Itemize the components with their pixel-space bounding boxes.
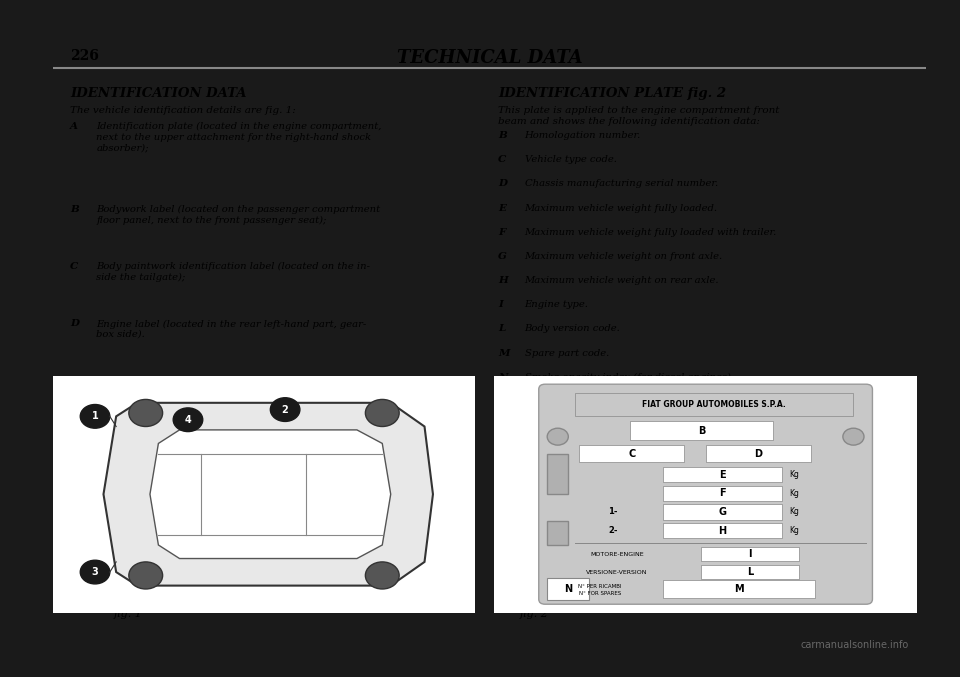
Text: TECHNICAL DATA: TECHNICAL DATA — [396, 49, 583, 67]
Text: Kg: Kg — [789, 470, 800, 479]
Text: C: C — [628, 449, 636, 458]
Text: Body paintwork identification label (located on the in-
side the tailgate);: Body paintwork identification label (loc… — [96, 262, 371, 282]
Polygon shape — [104, 403, 433, 586]
Text: B: B — [498, 131, 507, 140]
Text: IDENTIFICATION DATA: IDENTIFICATION DATA — [70, 87, 247, 100]
Text: Vehicle type code.: Vehicle type code. — [524, 155, 616, 165]
Text: C: C — [498, 155, 507, 165]
Text: 1: 1 — [91, 412, 99, 421]
Text: Body version code.: Body version code. — [524, 324, 620, 334]
Text: Identification plate (located in the engine compartment,
next to the upper attac: Identification plate (located in the eng… — [96, 122, 382, 152]
Polygon shape — [150, 430, 391, 559]
Text: Kg: Kg — [789, 489, 800, 498]
Text: This plate is applied to the engine compartment front
beam and shows the followi: This plate is applied to the engine comp… — [498, 106, 780, 126]
Text: 226: 226 — [70, 49, 99, 63]
Bar — [579, 445, 684, 462]
Circle shape — [843, 429, 864, 445]
Text: VERSIONE-VERSION: VERSIONE-VERSION — [587, 569, 648, 575]
Text: G: G — [498, 252, 507, 261]
Text: Maximum vehicle weight fully loaded.: Maximum vehicle weight fully loaded. — [524, 204, 717, 213]
Bar — [663, 580, 815, 598]
Text: Kg: Kg — [789, 507, 800, 517]
Circle shape — [81, 405, 109, 429]
Bar — [663, 504, 781, 520]
Text: Smoke opacity index (for diesel engines).: Smoke opacity index (for diesel engines)… — [524, 373, 733, 382]
Text: 2: 2 — [281, 405, 289, 414]
Text: B: B — [698, 426, 705, 436]
Text: Bodywork label (located on the passenger compartment
floor panel, next to the fr: Bodywork label (located on the passenger… — [96, 205, 380, 225]
Circle shape — [129, 562, 162, 589]
Text: Kg: Kg — [789, 526, 800, 536]
FancyBboxPatch shape — [49, 372, 479, 616]
Text: The vehicle identification details are fig. 1:: The vehicle identification details are f… — [70, 106, 296, 115]
Text: F: F — [498, 227, 506, 237]
Bar — [547, 521, 568, 545]
Text: N° FOR SPARES: N° FOR SPARES — [579, 591, 621, 596]
Bar — [663, 467, 781, 482]
Circle shape — [547, 429, 568, 445]
Text: M: M — [498, 349, 510, 357]
Text: L: L — [747, 567, 753, 577]
Text: I: I — [498, 301, 503, 309]
Text: N° PER RICAMBI: N° PER RICAMBI — [578, 584, 622, 589]
Text: L: L — [498, 324, 506, 334]
Bar — [663, 523, 781, 538]
Text: Homologation number.: Homologation number. — [524, 131, 640, 140]
Circle shape — [173, 408, 203, 432]
Text: D: D — [70, 320, 80, 328]
FancyBboxPatch shape — [539, 385, 873, 604]
Text: 1-: 1- — [608, 507, 617, 517]
Text: H: H — [498, 276, 508, 285]
Text: Engine label (located in the rear left-hand part, gear-
box side).: Engine label (located in the rear left-h… — [96, 320, 367, 339]
Text: D: D — [498, 179, 507, 188]
Circle shape — [366, 399, 399, 427]
Text: H: H — [718, 526, 727, 536]
Text: C: C — [70, 262, 79, 271]
Text: B: B — [70, 205, 79, 214]
Circle shape — [271, 398, 300, 421]
Text: Maximum vehicle weight on front axle.: Maximum vehicle weight on front axle. — [524, 252, 723, 261]
Text: carmanualsonline.info: carmanualsonline.info — [801, 640, 909, 651]
Text: A: A — [70, 122, 79, 131]
Text: Maximum vehicle weight fully loaded with trailer.: Maximum vehicle weight fully loaded with… — [524, 227, 777, 237]
Text: fig. 1: fig. 1 — [114, 609, 143, 619]
Text: M: M — [734, 584, 744, 594]
Bar — [663, 486, 781, 501]
Text: E: E — [719, 470, 726, 479]
Text: N: N — [498, 373, 508, 382]
Text: IDENTIFICATION PLATE fig. 2: IDENTIFICATION PLATE fig. 2 — [498, 87, 727, 100]
Text: Engine type.: Engine type. — [524, 301, 588, 309]
Text: MOTORE-ENGINE: MOTORE-ENGINE — [590, 552, 644, 557]
Circle shape — [129, 399, 162, 427]
Text: 2-: 2- — [608, 526, 617, 536]
Circle shape — [366, 562, 399, 589]
Bar — [706, 445, 811, 462]
Text: D: D — [755, 449, 762, 458]
Text: 4: 4 — [184, 415, 191, 424]
Text: G: G — [718, 507, 727, 517]
Text: E: E — [498, 204, 506, 213]
Bar — [702, 565, 799, 579]
Circle shape — [81, 561, 109, 584]
Text: FIAT GROUP AUTOMOBILES S.P.A.: FIAT GROUP AUTOMOBILES S.P.A. — [642, 400, 786, 409]
Text: F: F — [719, 488, 726, 498]
FancyBboxPatch shape — [547, 578, 589, 600]
Text: fig. 2: fig. 2 — [520, 609, 549, 619]
Bar — [575, 393, 853, 416]
FancyBboxPatch shape — [486, 369, 925, 619]
Bar — [547, 454, 568, 494]
Text: Maximum vehicle weight on rear axle.: Maximum vehicle weight on rear axle. — [524, 276, 719, 285]
Text: Spare part code.: Spare part code. — [524, 349, 609, 357]
Bar — [630, 421, 773, 440]
Text: 3: 3 — [91, 567, 99, 577]
Text: I: I — [748, 549, 752, 559]
Bar — [702, 547, 799, 561]
Text: Chassis manufacturing serial number.: Chassis manufacturing serial number. — [524, 179, 718, 188]
Text: N: N — [564, 584, 572, 594]
